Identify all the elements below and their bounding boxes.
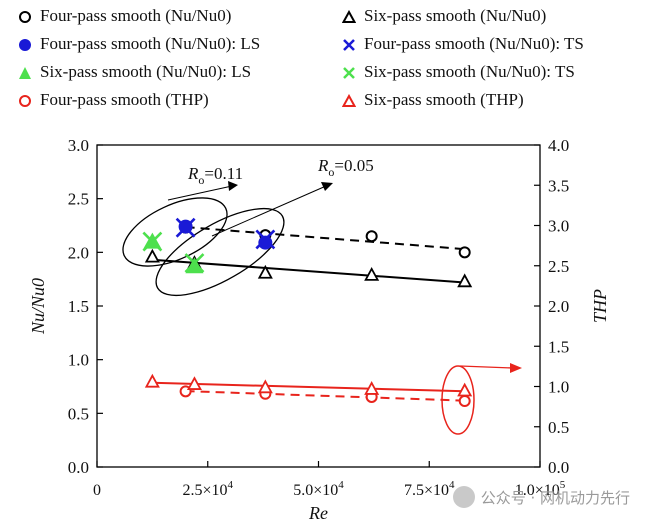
y2-tick-label: 1.0 [548,378,569,397]
data-point [457,382,473,397]
data-point [142,231,163,252]
y-tick-label: 1.0 [68,351,89,370]
legend-item: Six-pass smooth (Nu/Nu0) [341,6,547,26]
chart-legend: Four-pass smooth (Nu/Nu0) Four-pass smoo… [0,0,654,118]
annotation-arrowhead [510,363,522,373]
annotation-arrow [459,365,514,369]
legend-label: Four-pass smooth (Nu/Nu0) [40,6,232,25]
y-tick-label: 0.5 [68,404,89,423]
watermark-text: 公众号 · 网机动力先行 [480,488,630,507]
y2-tick-label: 3.5 [548,176,569,195]
x-tick-label: 2.5×104 [182,479,233,499]
data-point [365,230,378,243]
annotation-label: Ro=0.11 [187,164,243,187]
legend-label: Six-pass smooth (THP) [364,90,524,109]
plot-frame [96,144,541,468]
x-tick-label: 7.5×104 [404,479,455,499]
annotation-label: Ro=0.05 [317,156,374,179]
annotation-arrowhead [321,182,333,191]
x-mark-icon [342,37,356,51]
y2-tick-label: 3.0 [548,217,569,236]
y-tick-label: 3.0 [68,136,89,155]
y-tick-label: 0.0 [68,458,89,477]
legend-label: Four-pass smooth (Nu/Nu0): LS [40,34,261,53]
y2-tick-label: 0.5 [548,418,569,437]
data-point [175,217,196,238]
highlight-ellipse [441,365,475,435]
legend-label: Four-pass smooth (Nu/Nu0): TS [364,34,584,53]
wechat-icon [452,486,475,508]
y-tick-label: 2.0 [68,243,89,262]
x-axis-label: Re [308,503,328,523]
fit-line [152,258,465,284]
y-axis-label: Nu/Nu0 [28,278,48,335]
triangle-filled-icon [18,65,32,79]
data-point [458,246,471,259]
circle-open-icon [18,93,32,107]
data-point [458,394,471,407]
data-point [257,264,273,279]
legend-label: Six-pass smooth (Nu/Nu0): TS [364,62,575,81]
legend-item: Six-pass smooth (Nu/Nu0): LS [18,62,251,82]
legend-item: Four-pass smooth (Nu/Nu0): LS [18,34,260,54]
y2-tick-label: 2.5 [548,257,569,276]
legend-item: Four-pass smooth (THP) [18,90,209,110]
highlight-ellipse [155,207,285,297]
legend-label: Six-pass smooth (Nu/Nu0): LS [40,62,252,81]
x-tick-label: 5.0×104 [293,479,344,499]
legend-label: Six-pass smooth (Nu/Nu0) [364,6,547,25]
triangle-open-icon [341,9,357,23]
data-point [186,376,202,390]
x-tick-label: 1.0×105 [515,479,566,499]
y-tick-label: 1.5 [68,297,89,316]
fit-line [185,390,465,402]
data-point [184,253,205,273]
data-point [257,379,273,394]
annotation-arrow [211,185,327,237]
fit-line [152,381,465,393]
data-point [457,273,473,288]
legend-item: Four-pass smooth (Nu/Nu0) [18,6,231,26]
y-tick-label: 2.5 [68,190,89,209]
legend-item: Four-pass smooth (Nu/Nu0): TS [342,34,584,54]
annotation-arrow [167,185,233,201]
x-mark-icon [342,65,356,79]
triangle-open-icon [341,93,357,107]
x-tick-label: 0 [93,482,101,499]
y2-axis-label: THP [590,289,610,323]
data-point [255,229,276,250]
data-point [258,235,273,250]
data-point [144,248,160,263]
legend-item: Six-pass smooth (Nu/Nu0): TS [342,62,575,82]
y2-tick-label: 2.0 [548,297,569,316]
y2-tick-label: 1.5 [548,337,569,356]
data-point [364,266,380,281]
watermark: 公众号 · 网机动力先行 [452,486,630,508]
circle-open-icon [18,9,32,23]
data-point [364,381,380,395]
y2-tick-label: 4.0 [548,136,569,155]
y2-tick-label: 0.0 [548,458,569,477]
legend-item: Six-pass smooth (THP) [341,90,524,110]
circle-filled-icon [18,37,32,51]
fit-line [185,226,465,251]
legend-label: Four-pass smooth (THP) [40,90,209,109]
data-point [144,373,160,388]
annotation-arrowhead [228,181,238,191]
